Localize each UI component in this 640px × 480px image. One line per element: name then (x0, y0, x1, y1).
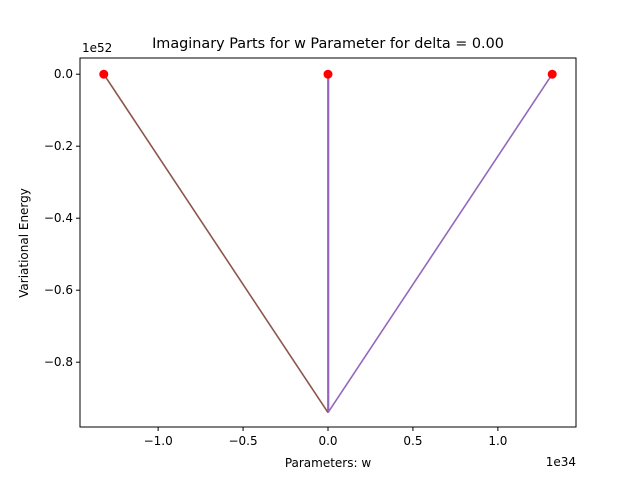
series-line-1 (327, 73, 553, 414)
x-tick-label: −1.0 (144, 434, 173, 448)
plot-area (79, 57, 577, 428)
y-tick-label: −0.4 (44, 211, 73, 225)
y-tick-label: 0.0 (54, 67, 73, 81)
y-tick-label: −0.6 (44, 283, 73, 297)
y-axis-ticks: 0.0 −0.2 −0.4 −0.6 −0.8 (44, 67, 80, 369)
series-line-0 (103, 73, 329, 414)
y-axis-offset-label: 1e52 (82, 41, 112, 55)
x-axis-label: Parameters: w (285, 456, 372, 470)
chart-title: Imaginary Parts for w Parameter for delt… (152, 36, 504, 52)
data-point-marker (99, 69, 109, 79)
x-axis-offset-label: 1e34 (546, 455, 576, 469)
x-tick-label: 1.0 (488, 434, 507, 448)
y-tick-label: −0.8 (44, 355, 73, 369)
x-tick-label: 0.5 (403, 434, 422, 448)
y-tick-label: −0.2 (44, 139, 73, 153)
x-tick-label: −0.5 (228, 434, 257, 448)
x-axis-ticks: −1.0 −0.5 0.0 0.5 1.0 (144, 427, 507, 448)
data-point-marker (323, 69, 333, 79)
y-axis-label: Variational Energy (17, 188, 31, 298)
x-tick-label: 0.0 (318, 434, 337, 448)
data-point-marker (547, 69, 557, 79)
